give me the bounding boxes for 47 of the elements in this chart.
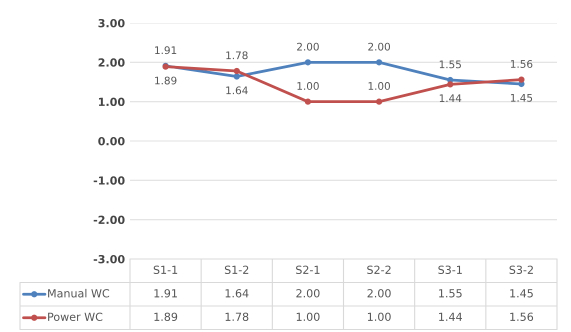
text: 1.00 [297, 82, 319, 90]
point [376, 59, 382, 66]
text: 2.00 [297, 42, 319, 51]
data-label: 1.00 [296, 312, 320, 321]
legend-label: Power WC [48, 312, 102, 321]
y-tick-label: 1.00 [98, 98, 125, 106]
text: 1.55 [440, 60, 461, 68]
data-label: 1.45 [510, 289, 533, 298]
text: 1.91 [155, 46, 176, 54]
text: 1.44 [440, 94, 462, 102]
x-tick-label: S2-1 [296, 266, 320, 274]
y-tick-label: -2.00 [94, 216, 125, 224]
data-label: 2.00 [296, 289, 320, 298]
data-label: 1.00 [368, 312, 391, 321]
x-tick-label: S1-1 [154, 266, 178, 274]
text: 1.89 [155, 76, 176, 84]
point [447, 81, 454, 88]
x-tick-label: S3-2 [510, 266, 533, 274]
data-label: 2.00 [368, 289, 391, 298]
y-tick-label: 3.00 [98, 18, 125, 28]
data-label: 1.89 [154, 312, 178, 321]
text: 1.56 [510, 60, 532, 68]
x-tick-label: S1-2 [224, 266, 248, 274]
data-label: 1.44 [439, 312, 462, 321]
point [376, 98, 382, 105]
data-label: 1.91 [154, 289, 177, 298]
text: 2.00 [368, 42, 390, 51]
text: 1.64 [226, 86, 248, 94]
point [234, 73, 240, 80]
data-label: 1.55 [439, 289, 462, 298]
data-label: 1.64 [226, 289, 248, 298]
text: 1.78 [226, 51, 248, 60]
y-tick-label: 0.00 [98, 136, 125, 146]
y-tick-label: -1.00 [94, 176, 125, 185]
y-tick-label: 2.00 [98, 58, 125, 67]
text: 1.00 [368, 82, 390, 90]
data-label: 1.78 [226, 312, 248, 321]
point [234, 68, 240, 74]
x-tick-label: S2-2 [367, 266, 391, 274]
text: 1.45 [510, 94, 532, 102]
point [518, 76, 525, 83]
point [304, 98, 312, 105]
point [304, 59, 312, 66]
data-label: 1.56 [510, 312, 534, 321]
x-tick-label: S3-1 [438, 266, 462, 274]
y-tick-label: -3.00 [94, 254, 125, 264]
legend-label: Manual WC [48, 288, 110, 298]
